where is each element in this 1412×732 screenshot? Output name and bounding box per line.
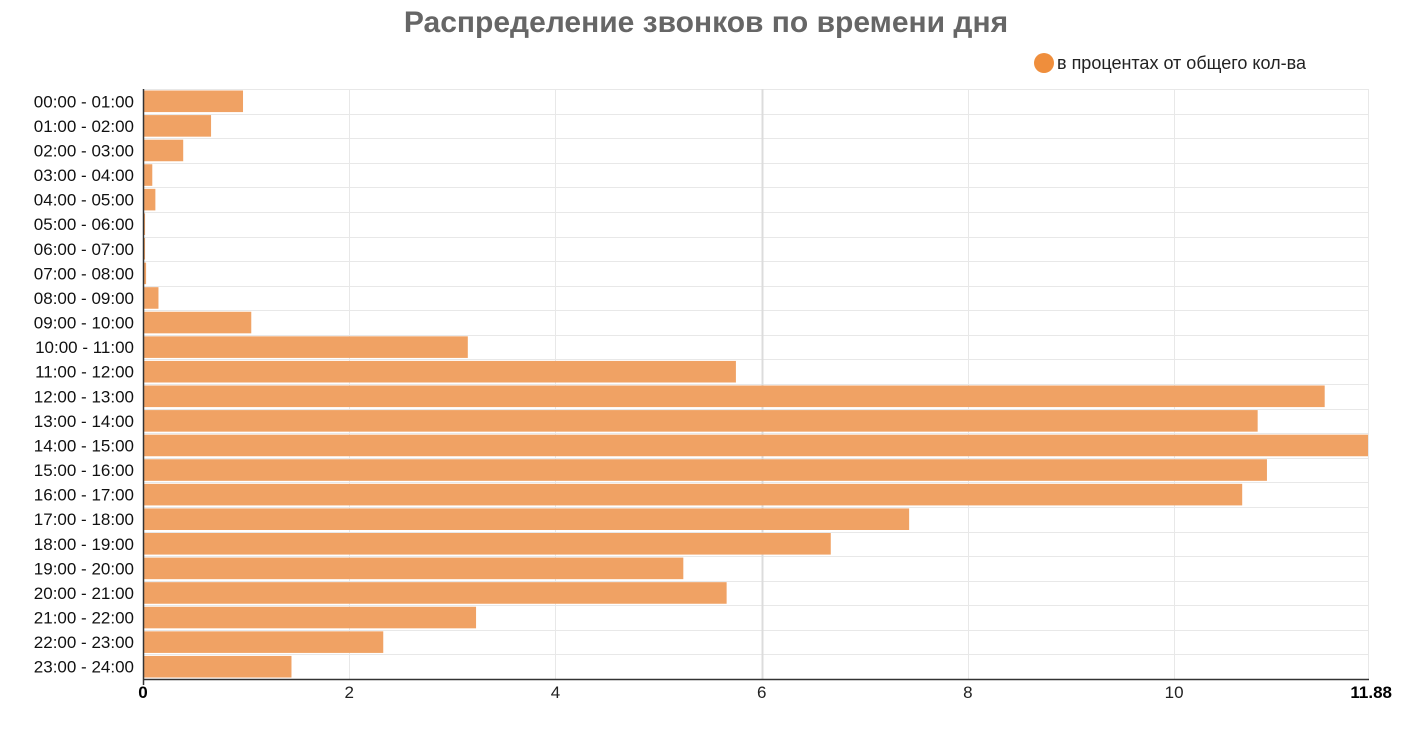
category-label: 17:00 - 18:00 — [34, 510, 134, 529]
category-label: 00:00 - 01:00 — [34, 92, 134, 111]
category-labels: 00:00 - 01:00 01:00 - 02:00 02:00 - 03:00 0… — [34, 92, 134, 676]
bar[interactable] — [143, 483, 1243, 506]
x-axis: 0 2 4 6 8 10 11.88 — [138, 89, 1392, 702]
bars — [143, 90, 1368, 678]
bar[interactable] — [143, 115, 212, 137]
bar[interactable] — [143, 287, 159, 309]
category-label: 20:00 - 21:00 — [34, 584, 134, 603]
legend[interactable]: в процентах от общего кол-ва — [1034, 52, 1306, 74]
category-label: 13:00 - 14:00 — [34, 412, 134, 431]
bar[interactable] — [143, 655, 292, 678]
category-label: 23:00 - 24:00 — [34, 658, 134, 677]
bar[interactable] — [143, 139, 184, 162]
bar[interactable] — [143, 410, 1258, 432]
bar[interactable] — [143, 262, 147, 285]
category-label: 10:00 - 11:00 — [35, 338, 134, 357]
bar[interactable] — [143, 557, 684, 580]
bar[interactable] — [143, 459, 1267, 481]
bar[interactable] — [143, 188, 156, 211]
category-label: 08:00 - 09:00 — [34, 289, 134, 308]
category-label: 05:00 - 06:00 — [34, 215, 134, 234]
category-label: 16:00 - 17:00 — [34, 486, 134, 505]
category-label: 15:00 - 16:00 — [34, 461, 134, 480]
category-label: 06:00 - 07:00 — [34, 240, 134, 259]
category-label: 01:00 - 02:00 — [34, 117, 134, 136]
category-label: 11:00 - 12:00 — [35, 363, 134, 382]
bar[interactable] — [143, 582, 727, 604]
x-tick-label: 11.88 — [1350, 683, 1392, 702]
bar[interactable] — [143, 631, 384, 653]
legend-marker-icon — [1034, 53, 1054, 73]
category-label: 21:00 - 22:00 — [34, 609, 134, 628]
category-label: 02:00 - 03:00 — [34, 141, 134, 160]
category-label: 04:00 - 05:00 — [34, 191, 134, 210]
bar[interactable] — [143, 311, 252, 334]
legend-label: в процентах от общего кол-ва — [1057, 52, 1306, 73]
category-label: 09:00 - 10:00 — [34, 314, 134, 333]
chart-title: Распределение звонков по времени дня — [403, 6, 1009, 39]
bar[interactable] — [143, 164, 153, 186]
x-tick-label: 8 — [963, 683, 972, 702]
category-label: 19:00 - 20:00 — [34, 559, 134, 578]
category-label: 12:00 - 13:00 — [34, 387, 134, 406]
x-tick-label: 10 — [1165, 683, 1184, 702]
x-tick-label: 6 — [757, 683, 766, 702]
bar[interactable] — [143, 606, 477, 629]
category-label: 14:00 - 15:00 — [34, 436, 134, 455]
category-label: 18:00 - 19:00 — [34, 535, 134, 554]
bar[interactable] — [143, 434, 1368, 457]
category-label: 07:00 - 08:00 — [34, 264, 134, 283]
category-label: 03:00 - 04:00 — [34, 166, 134, 185]
bar[interactable] — [143, 360, 736, 383]
x-tick-label: 2 — [344, 683, 353, 702]
category-label: 22:00 - 23:00 — [34, 633, 134, 652]
x-tick-label: 4 — [551, 683, 560, 702]
x-tick-label: 0 — [138, 683, 147, 702]
bar[interactable] — [143, 385, 1325, 408]
bar[interactable] — [143, 336, 468, 358]
bar[interactable] — [143, 508, 910, 530]
bar[interactable] — [143, 90, 244, 113]
bar[interactable] — [143, 533, 831, 555]
